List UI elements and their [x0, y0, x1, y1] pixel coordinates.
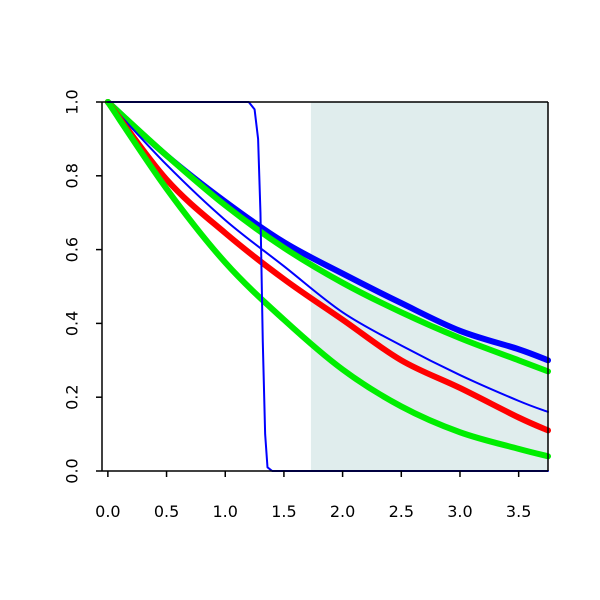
x-tick-label: 0.0	[95, 502, 120, 521]
x-tick-label: 1.0	[213, 502, 238, 521]
x-tick-label: 3.0	[447, 502, 472, 521]
x-tick-label: 3.5	[506, 502, 531, 521]
x-tick-label: 1.5	[271, 502, 296, 521]
x-tick-label: 2.0	[330, 502, 355, 521]
series-line-4	[104, 99, 551, 434]
x-tick-label: 2.5	[389, 502, 414, 521]
series-line-2	[104, 99, 551, 375]
x-tick-label: 0.5	[154, 502, 179, 521]
y-tick-label: 0.2	[63, 384, 82, 409]
series-line-5	[104, 99, 551, 460]
series-line-3	[106, 101, 549, 413]
y-tick-label: 0.6	[63, 237, 82, 262]
y-tick-label: 0.8	[63, 163, 82, 188]
y-tick-label: 0.4	[63, 311, 82, 336]
y-tick-label: 1.0	[63, 89, 82, 114]
y-tick-label: 0.0	[63, 458, 82, 483]
